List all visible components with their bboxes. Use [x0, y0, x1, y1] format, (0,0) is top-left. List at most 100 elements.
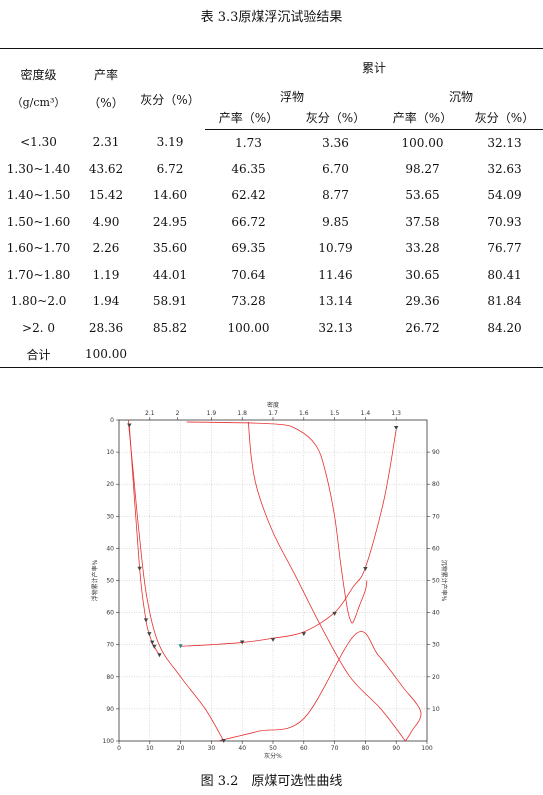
- table-cell: 32.63: [487, 161, 522, 176]
- data-point-marker: [147, 632, 152, 637]
- curve-delta_density: [186, 421, 368, 624]
- table-cell: 9.85: [322, 214, 349, 229]
- total-label: 合计: [0, 341, 77, 368]
- data-point-marker: [332, 611, 337, 616]
- table-cell: 15.42: [88, 188, 124, 203]
- table-cell: 70.93: [487, 214, 522, 229]
- table-row: 1.80~2.0 1.94 58.91 73.28 13.14 29.36 81.84: [0, 288, 543, 315]
- density-label: 密度级: [20, 68, 57, 82]
- yield-unit: （%）: [88, 96, 124, 110]
- y2-tick-label: 10: [432, 706, 440, 713]
- table-cell: 1.60~1.70: [6, 241, 71, 256]
- x-axis-label: 灰分%: [264, 752, 282, 760]
- table-cell: 70.64: [231, 267, 266, 282]
- density-tick-label: 1.6: [299, 410, 309, 417]
- table-cell: 1.94: [92, 294, 120, 309]
- table-cell: 66.72: [231, 214, 266, 229]
- sink-yield-header: 产率（%）: [379, 107, 466, 130]
- density-tick-label: 2: [176, 410, 180, 417]
- y2-tick-label: 30: [432, 642, 440, 649]
- total-value: 100.00: [77, 341, 135, 368]
- data-point-marker: [270, 637, 276, 642]
- data-point-marker: [178, 644, 183, 649]
- table-cell: 46.35: [231, 161, 266, 176]
- table-cell: 81.84: [487, 294, 522, 309]
- x-tick-label: 100: [421, 745, 433, 752]
- table-cell: 10.79: [318, 241, 353, 256]
- table-cell: 84.20: [487, 320, 522, 335]
- y2-tick-label: 80: [432, 481, 440, 488]
- y-tick-label: 10: [106, 449, 114, 456]
- table-cell: 1.80~2.0: [10, 294, 67, 309]
- table-cell: 2.26: [92, 241, 120, 256]
- table-row: 1.30~1.40 43.62 6.72 46.35 6.70 98.27 32.63: [0, 156, 543, 183]
- y-tick-label: 40: [106, 545, 114, 552]
- table-cell: 37.58: [405, 214, 440, 229]
- table-cell: 6.70: [322, 161, 349, 176]
- table-cell: 58.91: [152, 294, 188, 309]
- table-cell: 13.14: [318, 294, 353, 309]
- table-cell: 26.72: [405, 320, 440, 335]
- table-cell: 3.19: [156, 135, 184, 150]
- data-point-marker: [301, 632, 306, 637]
- data-point-marker: [363, 566, 368, 571]
- y-tick-label: 60: [106, 610, 114, 617]
- table-cell: 44.01: [152, 267, 188, 282]
- table-cell: 33.28: [405, 241, 440, 256]
- data-point-marker: [221, 739, 226, 743]
- y2-axis-label: 沉物累计产率%: [440, 560, 448, 602]
- density-tick-label: 1.7: [268, 410, 278, 417]
- table-cell: 32.13: [487, 135, 522, 150]
- density-unit: （g/cm³）: [11, 96, 66, 109]
- table-cell: 3.36: [322, 135, 349, 150]
- x-tick-label: 70: [331, 745, 339, 752]
- table-cell: 80.41: [487, 267, 522, 282]
- y2-tick-label: 40: [432, 610, 440, 617]
- data-point-marker: [137, 566, 142, 571]
- data-point-marker: [127, 423, 132, 428]
- table-cell: 1.70~1.80: [6, 267, 71, 282]
- table-cell: 1.30~1.40: [6, 161, 71, 176]
- y-tick-label: 30: [106, 513, 114, 520]
- density-tick-label: 1.5: [330, 410, 340, 417]
- table-cell: 2.31: [92, 135, 120, 150]
- density-tick-label: 1.9: [207, 410, 217, 417]
- float-yield-header: 产率（%）: [205, 107, 292, 130]
- x-tick-label: 10: [146, 745, 154, 752]
- table-cell: 85.82: [152, 320, 188, 335]
- data-point-marker: [394, 426, 399, 431]
- density-tick-label: 1.8: [237, 410, 247, 417]
- x-tick-label: 40: [238, 745, 246, 752]
- table-cell: 100.00: [401, 135, 444, 150]
- cumulative-header: 累计: [205, 48, 543, 85]
- table-cell: 73.28: [231, 294, 266, 309]
- yield-label: 产率: [93, 68, 118, 82]
- table-cell: 28.36: [88, 320, 124, 335]
- data-point-marker: [150, 640, 155, 645]
- y2-tick-label: 60: [432, 545, 440, 552]
- total-row: 合计 100.00: [0, 341, 543, 368]
- x-tick-label: 50: [269, 745, 277, 752]
- y2-tick-label: 70: [432, 513, 440, 520]
- table-cell: 43.62: [88, 161, 124, 176]
- table-cell: 35.60: [152, 241, 188, 256]
- curve-elementary_ash: [127, 419, 225, 742]
- float-ash-header: 灰分（%）: [292, 107, 379, 130]
- yield-header: 产率 （%）: [77, 48, 135, 129]
- y2-tick-label: 50: [432, 578, 440, 585]
- x-tick-label: 80: [362, 745, 370, 752]
- table-cell: 62.42: [231, 188, 266, 203]
- table-row: 1.70~1.80 1.19 44.01 70.64 11.46 30.65 80.41: [0, 262, 543, 289]
- table-cell: 11.46: [318, 267, 353, 282]
- data-point-marker: [240, 640, 245, 645]
- data-point-marker: [143, 618, 149, 623]
- table-row: 1.60~1.70 2.26 35.60 69.35 10.79 33.28 76.77: [0, 235, 543, 262]
- y2-tick-label: 20: [432, 674, 440, 681]
- table-row: <1.30 2.31 3.19 1.73 3.36 100.00 32.13: [0, 129, 543, 156]
- table-row: >2. 0 28.36 85.82 100.00 32.13 26.72 84.20: [0, 315, 543, 342]
- density-tick-label: 1.3: [391, 410, 401, 417]
- data-point-marker: [152, 644, 157, 649]
- table-cell: 53.65: [405, 188, 440, 203]
- table-row: 1.40~1.50 15.42 14.60 62.42 8.77 53.65 54.09: [0, 182, 543, 209]
